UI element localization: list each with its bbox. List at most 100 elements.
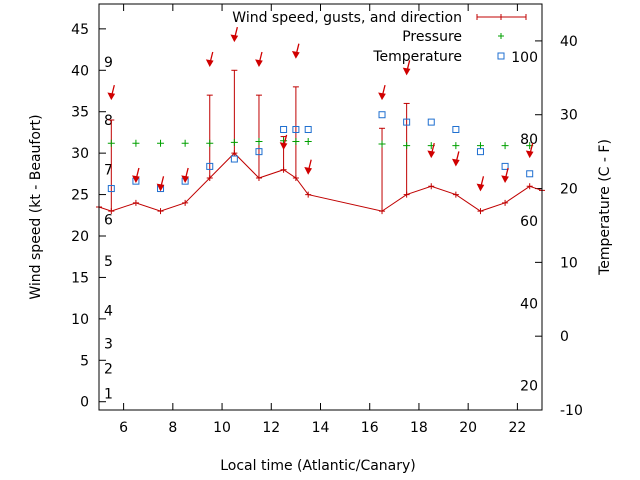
- wind-speed-point: [526, 183, 533, 190]
- y-tick-label: 45: [71, 22, 89, 38]
- beaufort-label: 1: [104, 386, 113, 402]
- pressure-point: [107, 139, 115, 147]
- tick-labels: 6 8 10 12 14 16 18 20 22051015202530354045-10010…: [71, 22, 583, 436]
- wind-arrow-head: [476, 183, 485, 192]
- temperature-point: [526, 170, 534, 178]
- wind-arrow-head: [525, 150, 534, 159]
- wind-arrow-head: [255, 59, 263, 68]
- wind-speed-point: [403, 191, 410, 198]
- temperature-point: [230, 155, 238, 163]
- y2-tick-label: 0: [560, 329, 569, 345]
- wind-arrow-head: [451, 158, 460, 167]
- wind-speed-point: [157, 208, 164, 215]
- pressure-series: [107, 137, 534, 150]
- y-tick-label: 20: [71, 229, 89, 245]
- fahrenheit-label: 60: [520, 214, 538, 230]
- beaufort-label: 2: [104, 362, 113, 378]
- beaufort-label: 7: [104, 163, 113, 179]
- wind-speed-point: [428, 183, 435, 190]
- temperature-point: [206, 162, 214, 170]
- pressure-point: [476, 142, 484, 150]
- pressure-point: [206, 139, 214, 147]
- y2-tick-label: 20: [560, 182, 578, 198]
- pressure-point: [230, 138, 238, 146]
- x-tick-label: 22: [508, 420, 526, 436]
- temperature-point: [292, 125, 300, 133]
- scale-annotations: 1 2 3 4 5 6 7 8 9 20 40 60 80 100: [104, 50, 538, 402]
- pressure-point: [132, 139, 140, 147]
- fahrenheit-label: 40: [520, 297, 538, 313]
- temperature-point: [427, 118, 435, 126]
- wind-direction-arrows: [107, 26, 534, 192]
- x-tick-label: 16: [361, 420, 379, 436]
- wind-arrow-head: [205, 59, 214, 68]
- legend-sample-pressure: [498, 33, 504, 39]
- pressure-point: [378, 140, 386, 148]
- wind-arrow-head: [378, 92, 386, 101]
- plot-frame: [98, 3, 543, 411]
- pressure-point: [181, 139, 189, 147]
- wind-speed-point: [182, 199, 189, 206]
- beaufort-label: 4: [104, 304, 113, 320]
- y-tick-label: 25: [71, 188, 89, 204]
- wind-arrow-head: [107, 92, 116, 101]
- wind-series: [96, 150, 545, 215]
- wind-arrow-head: [501, 175, 509, 184]
- wind-speed-point: [108, 208, 115, 215]
- wind-speed-point: [206, 175, 213, 181]
- wind-arrow-head: [132, 175, 140, 184]
- y2-tick-label: 40: [560, 34, 578, 50]
- wind-speed-point: [280, 166, 287, 173]
- beaufort-label: 5: [104, 254, 113, 270]
- y-axis-title: Wind speed (kt - Beaufort): [28, 114, 44, 299]
- y2-tick-label: 10: [560, 255, 578, 271]
- wind-speed-point: [477, 208, 484, 215]
- fahrenheit-label: 100: [511, 50, 538, 66]
- pressure-point: [452, 142, 460, 150]
- wind-speed-point: [502, 199, 509, 206]
- temperature-point: [304, 125, 312, 133]
- y-tick-label: 15: [71, 270, 89, 286]
- y2-axis-title: Temperature (C - F): [597, 139, 613, 276]
- wind-speed-point: [255, 175, 262, 181]
- fahrenheit-label: 20: [520, 379, 538, 395]
- y-tick-label: 5: [80, 353, 89, 369]
- temperature-point: [255, 148, 263, 156]
- wind-speed-point: [452, 191, 459, 198]
- wind-arrow-head: [181, 175, 189, 184]
- x-tick-label: 6: [119, 420, 128, 436]
- x-tick-label: 20: [459, 420, 477, 436]
- wind-speed-point: [292, 175, 299, 181]
- beaufort-label: 9: [104, 55, 113, 71]
- wind-arrow-head: [279, 142, 288, 150]
- temperature-point: [403, 118, 411, 126]
- wind-arrow-head: [230, 34, 239, 43]
- legend-label-pressure: Pressure: [402, 29, 462, 45]
- y-tick-label: 35: [71, 105, 89, 121]
- x-tick-label: 18: [410, 420, 428, 436]
- legend: Wind speed, gusts, and direction Pressur…: [232, 10, 527, 65]
- pressure-point: [304, 138, 312, 146]
- beaufort-label: 8: [104, 113, 113, 129]
- pressure-point: [501, 142, 509, 150]
- wind-speed-point: [132, 199, 139, 206]
- temperature-point: [378, 111, 386, 119]
- wind-speed-point: [379, 208, 386, 215]
- x-tick-label: 10: [213, 420, 231, 436]
- y-tick-label: 10: [71, 312, 89, 328]
- pressure-point: [255, 138, 263, 146]
- tick-marks: [99, 4, 542, 411]
- temperature-point: [501, 162, 509, 170]
- x-tick-label: 12: [262, 420, 280, 436]
- wind-arrow-head: [427, 150, 436, 159]
- wind-speed-line: [98, 152, 543, 212]
- pressure-point: [292, 138, 300, 146]
- legend-label-temperature: Temperature: [372, 49, 462, 65]
- temperature-point: [107, 185, 115, 193]
- y-tick-label: 0: [80, 395, 89, 411]
- legend-sample-temperature: [497, 52, 505, 60]
- wind-arrow-head: [156, 183, 165, 192]
- x-tick-label: 8: [168, 420, 177, 436]
- pressure-point: [403, 142, 411, 150]
